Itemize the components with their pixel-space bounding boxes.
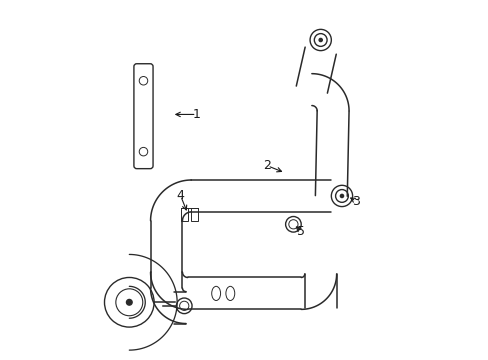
Circle shape [319, 39, 322, 42]
Text: 4: 4 [176, 189, 184, 202]
Bar [190, 208, 198, 221]
Text: 3: 3 [351, 195, 359, 208]
FancyBboxPatch shape [134, 64, 153, 168]
Text: 1: 1 [192, 108, 200, 121]
Text: 2: 2 [263, 159, 271, 172]
Circle shape [340, 194, 343, 198]
Text: 5: 5 [297, 225, 305, 238]
Bar [181, 208, 188, 221]
Ellipse shape [225, 286, 234, 301]
Circle shape [126, 300, 132, 305]
Ellipse shape [211, 286, 220, 301]
